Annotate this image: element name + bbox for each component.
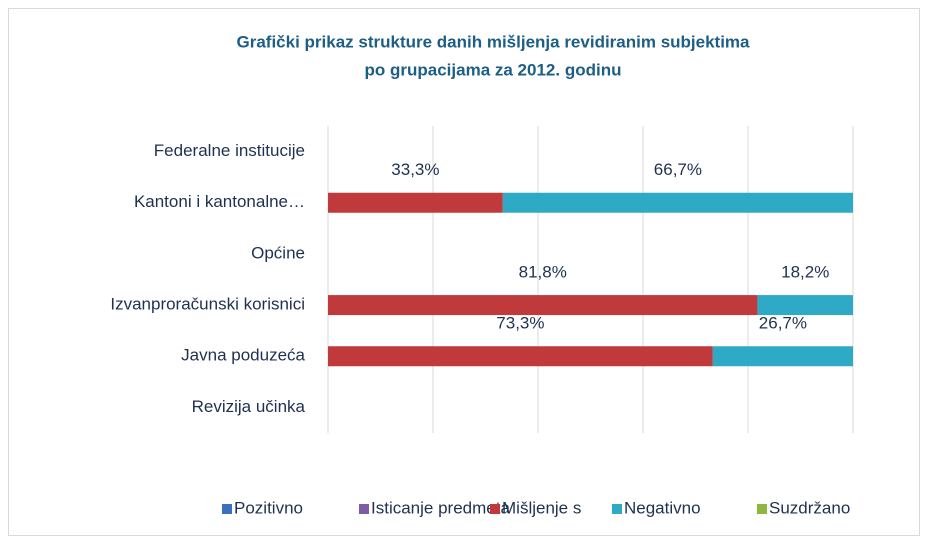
y-tick-label: Općine bbox=[251, 243, 305, 262]
legend-swatch bbox=[612, 504, 622, 514]
y-tick-label: Revizija učinka bbox=[192, 397, 306, 416]
data-label: 81,8% bbox=[519, 263, 567, 282]
legend-label: Pozitivno bbox=[234, 498, 303, 517]
legend-label: Mišljenje s bbox=[502, 498, 581, 517]
data-label: 73,3% bbox=[496, 314, 544, 333]
legend-label: Suzdržano bbox=[769, 498, 850, 517]
chart-title: Grafički prikaz strukture danih mišljenj… bbox=[236, 32, 750, 51]
bar-segment bbox=[328, 192, 503, 213]
bar-segment bbox=[757, 295, 853, 316]
chart-frame bbox=[8, 8, 920, 536]
bar-segment bbox=[328, 346, 713, 367]
bar-segment bbox=[502, 192, 853, 213]
legend-label: Negativno bbox=[624, 498, 701, 517]
y-tick-label: Kantoni i kantonalne… bbox=[134, 192, 305, 211]
legend-swatch bbox=[222, 504, 232, 514]
legend-label: Isticanje predmeta bbox=[371, 498, 510, 517]
y-tick-label: Javna poduzeća bbox=[181, 346, 305, 365]
bar-segment bbox=[328, 295, 758, 316]
data-label: 33,3% bbox=[391, 160, 439, 179]
y-tick-label: Izvanproračunski korisnici bbox=[110, 295, 305, 314]
data-label: 26,7% bbox=[759, 314, 807, 333]
data-label: 66,7% bbox=[654, 160, 702, 179]
bar-segment bbox=[712, 346, 853, 367]
data-label: 18,2% bbox=[781, 263, 829, 282]
legend-swatch bbox=[757, 504, 767, 514]
legend-swatch bbox=[490, 504, 500, 514]
legend-swatch bbox=[359, 504, 369, 514]
y-tick-label: Federalne institucije bbox=[154, 141, 305, 160]
chart-title: po grupacijama za 2012. godinu bbox=[365, 60, 622, 79]
